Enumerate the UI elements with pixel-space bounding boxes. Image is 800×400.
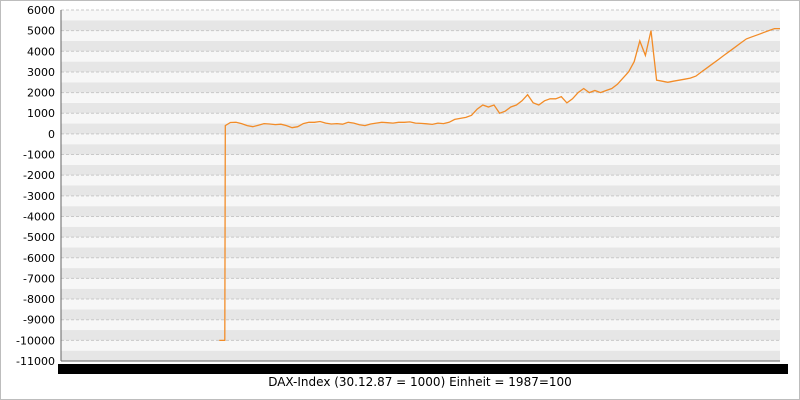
grid-band <box>61 206 780 217</box>
y-tick-label: 3000 <box>27 66 55 79</box>
series-line <box>219 27 780 342</box>
y-tick-labels: 6000 5000 4000 3000 2000 1000 0 -1000 -2000 -3000… <box>16 4 55 368</box>
grid-band <box>61 71 780 83</box>
x-tick-label-smear <box>58 364 788 374</box>
grid-band <box>61 288 780 300</box>
y-tick-label: 5000 <box>27 25 55 38</box>
grid-band <box>61 40 780 52</box>
grid-band <box>61 309 780 320</box>
y-tick-label: -10000 <box>16 334 55 347</box>
grid-band <box>61 195 780 207</box>
y-tick-label: -1000 <box>23 149 55 162</box>
grid-band <box>61 330 780 341</box>
grid-band <box>61 144 780 155</box>
y-tick-label: 0 <box>48 128 55 141</box>
grid-band <box>61 30 780 41</box>
y-tick-label: -3000 <box>23 190 55 203</box>
y-tick-label: -6000 <box>23 252 55 265</box>
grid-band <box>61 185 780 196</box>
y-tick-label: 1000 <box>27 107 55 120</box>
y-tick-label: 2000 <box>27 87 55 100</box>
grid-band <box>61 61 780 72</box>
grid-band <box>61 175 780 186</box>
grid-band <box>61 10 780 21</box>
grid-band <box>61 237 780 248</box>
x-axis-label: DAX-Index (30.12.87 = 1000) Einheit = 19… <box>268 375 572 389</box>
grid-band <box>61 92 780 103</box>
grid-band <box>61 51 780 62</box>
grid-band <box>61 216 780 227</box>
y-tick-label: -11000 <box>16 355 55 368</box>
y-tick-label: -8000 <box>23 293 55 306</box>
y-tick-label: -2000 <box>23 169 55 182</box>
grid-band <box>61 123 780 134</box>
y-tick-label: 4000 <box>27 45 55 58</box>
grid-band <box>61 340 780 351</box>
grid-band <box>61 133 780 145</box>
grid-band <box>61 226 780 238</box>
grid-band <box>61 164 780 176</box>
grid-band <box>61 319 780 331</box>
grid-band <box>61 268 780 279</box>
grid-band <box>61 299 780 310</box>
y-tick-label: -9000 <box>23 314 55 327</box>
y-tick-label: -7000 <box>23 272 55 285</box>
y-tick-label: -4000 <box>23 210 55 223</box>
grid-band <box>61 247 780 258</box>
grid-band <box>61 113 780 124</box>
grid-band <box>61 20 780 31</box>
grid-band <box>61 102 780 114</box>
y-tick-label: -5000 <box>23 231 55 244</box>
grid-bands <box>61 10 780 361</box>
grid-band <box>61 82 780 93</box>
grid-band <box>61 278 780 289</box>
y-tick-label: 6000 <box>27 4 55 17</box>
grid-band <box>61 257 780 269</box>
grid-band <box>61 350 780 361</box>
grid-band <box>61 154 780 165</box>
